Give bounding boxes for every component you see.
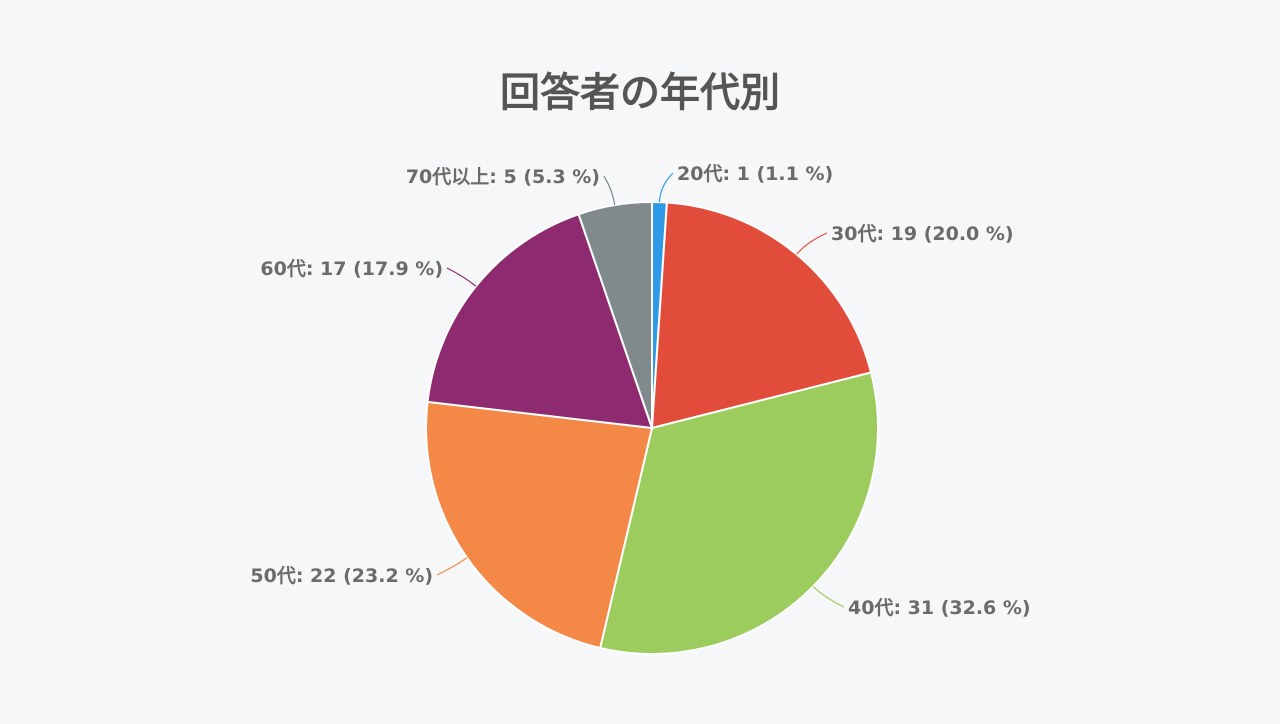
leader-line-70代以上 bbox=[603, 175, 616, 206]
pie-slice-30代 bbox=[650, 201, 873, 430]
slice-labels: 20代: 1 (1.1 %) 30代: 19 (20.0 %) 40代: 31 (3… bbox=[250, 163, 1030, 619]
pie-slices bbox=[425, 200, 879, 655]
leader-line-50代 bbox=[436, 557, 468, 576]
chart-title: 回答者の年代別 bbox=[500, 70, 780, 116]
slice-label-30代: 30代: 19 (20.0 %) bbox=[831, 223, 1014, 245]
slice-label-50代: 50代: 22 (23.2 %) bbox=[250, 565, 433, 587]
leader-lines bbox=[436, 172, 845, 608]
slice-label-60代: 60代: 17 (17.9 %) bbox=[260, 258, 443, 280]
pie-slice-40代 bbox=[598, 371, 879, 655]
leader-line-30代 bbox=[796, 232, 828, 255]
pie-slice-50代 bbox=[425, 400, 654, 650]
leader-line-60代 bbox=[446, 267, 477, 287]
slice-label-70代以上: 70代以上: 5 (5.3 %) bbox=[406, 166, 600, 188]
pie-slice-60代 bbox=[426, 212, 654, 430]
leader-line-40代 bbox=[812, 586, 845, 608]
slice-label-20代: 20代: 1 (1.1 %) bbox=[677, 163, 833, 185]
leader-line-20代 bbox=[658, 172, 674, 203]
slice-label-40代: 40代: 31 (32.6 %) bbox=[848, 597, 1031, 619]
